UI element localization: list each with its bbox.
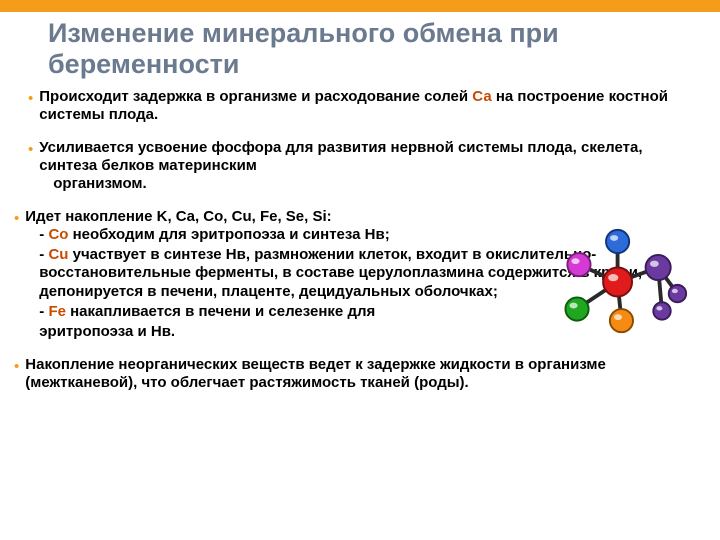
molecule-graphic (550, 222, 690, 342)
bullet-item: • Происходит задержка в организме и расх… (28, 88, 692, 125)
bullet-item: • Накопление неорганических веществ веде… (14, 356, 692, 393)
bullet-icon: • (14, 210, 19, 342)
bullet-icon: • (28, 90, 33, 125)
top-accent-bar (0, 0, 720, 12)
slide-title: Изменение минерального обмена при береме… (0, 12, 720, 88)
para-1: Происходит задержка в организме и расход… (39, 88, 692, 125)
para-2-tail: организмом. (53, 175, 692, 193)
bullet-icon: • (28, 141, 33, 194)
bullet-item: • Усиливается усвоение фосфора для разви… (28, 139, 692, 194)
para-2: Усиливается усвоение фосфора для развити… (39, 139, 692, 176)
para-4: Накопление неорганических веществ ведет … (25, 356, 692, 393)
bullet-icon: • (14, 358, 19, 393)
